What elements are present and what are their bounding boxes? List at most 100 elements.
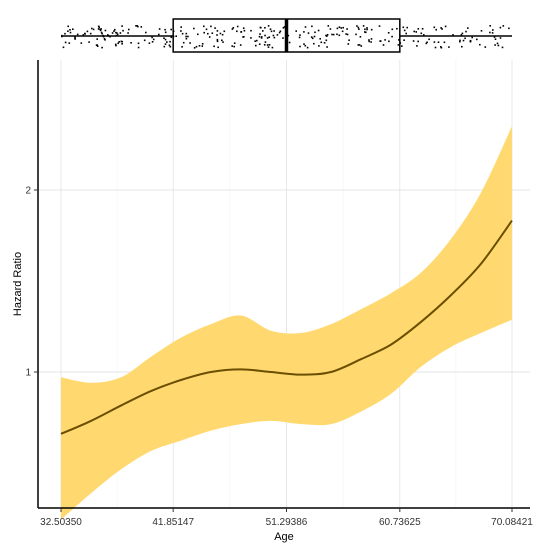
boxplot-point <box>362 25 365 27</box>
boxplot-point <box>332 33 335 36</box>
boxplot-point <box>91 27 93 30</box>
x-tick-label-2: 51.29386 <box>266 517 308 528</box>
boxplot-point <box>320 41 323 44</box>
boxplot-point <box>137 42 140 45</box>
boxplot-point <box>329 28 332 30</box>
boxplot-point <box>69 29 71 31</box>
boxplot-point <box>203 31 205 34</box>
boxplot-point <box>255 44 257 47</box>
boxplot-point <box>72 28 74 30</box>
boxplot-point <box>152 38 155 41</box>
x-tick-label-0: 32.50350 <box>40 517 82 528</box>
boxplot-point <box>74 35 76 38</box>
boxplot-point <box>366 28 368 31</box>
boxplot-point <box>236 30 238 33</box>
boxplot-point <box>484 46 487 48</box>
boxplot-point <box>243 36 245 38</box>
x-tick-label-1: 41.85147 <box>152 517 194 528</box>
boxplot-point <box>299 45 301 48</box>
boxplot-point <box>443 41 446 44</box>
boxplot-point <box>366 27 368 29</box>
boxplot-point <box>396 27 398 30</box>
boxplot-point <box>434 46 437 49</box>
boxplot-point <box>114 43 117 46</box>
boxplot-point <box>203 25 205 28</box>
boxplot-point <box>187 35 189 38</box>
x-tick-label-4: 70.08421 <box>491 517 533 528</box>
boxplot-point <box>405 32 407 35</box>
boxplot-point <box>193 27 195 30</box>
boxplot-point <box>222 41 224 43</box>
boxplot-point <box>111 32 114 34</box>
boxplot-point <box>368 40 370 43</box>
boxplot-point <box>448 46 450 48</box>
boxplot-point <box>107 35 110 37</box>
boxplot-point <box>250 37 252 39</box>
boxplot-point <box>121 43 123 45</box>
boxplot-point <box>67 30 69 32</box>
boxplot-point <box>114 28 116 31</box>
boxplot-point <box>370 28 373 31</box>
boxplot-point <box>303 43 305 45</box>
boxplot-point <box>266 44 269 46</box>
boxplot-point <box>426 41 428 44</box>
boxplot-point <box>135 25 137 27</box>
boxplot-point <box>185 35 187 38</box>
boxplot-point <box>164 31 167 34</box>
boxplot-point <box>508 27 510 30</box>
boxplot-point <box>86 30 89 33</box>
boxplot-point <box>341 30 344 33</box>
boxplot-point <box>99 29 102 32</box>
boxplot-point <box>121 40 123 43</box>
axes: 32.50350 41.85147 51.29386 60.73625 70.08421… <box>25 60 533 528</box>
boxplot-point <box>360 45 363 47</box>
boxplot-point <box>145 31 147 34</box>
boxplot-point <box>97 28 100 30</box>
boxplot-point <box>116 32 118 34</box>
boxplot-point <box>346 33 349 36</box>
boxplot-point <box>338 34 341 37</box>
boxplot-point <box>336 33 338 36</box>
boxplot-point <box>158 33 160 36</box>
boxplot-point <box>113 30 115 32</box>
boxplot-point <box>471 36 473 39</box>
boxplot-point <box>489 25 491 27</box>
boxplot-point <box>268 36 271 38</box>
boxplot-point <box>269 28 272 30</box>
boxplot-point <box>356 25 358 27</box>
boxplot-point <box>318 45 320 47</box>
boxplot-point <box>271 46 274 49</box>
boxplot-point <box>428 38 430 41</box>
boxplot-point <box>216 38 219 41</box>
boxplot-point <box>298 36 301 39</box>
boxplot-point <box>403 29 406 32</box>
boxplot-point <box>207 32 209 35</box>
boxplot-point <box>118 41 120 43</box>
boxplot-point <box>233 45 235 48</box>
boxplot-point <box>378 25 381 27</box>
boxplot-point <box>287 34 290 37</box>
boxplot-point <box>163 45 166 48</box>
boxplot-point <box>492 29 494 31</box>
boxplot-point <box>465 30 467 33</box>
boxplot-point <box>260 36 263 38</box>
boxplot-point <box>76 33 79 36</box>
boxplot-point <box>420 32 423 35</box>
boxplot-point <box>170 36 173 39</box>
boxplot-point <box>501 46 504 49</box>
boxplot-point <box>279 30 282 33</box>
boxplot-point <box>417 28 420 30</box>
boxplot-point <box>223 30 226 33</box>
boxplot-point <box>397 44 400 46</box>
boxplot-point <box>358 44 361 46</box>
boxplot-point <box>67 25 69 28</box>
boxplot-point <box>331 33 333 36</box>
boxplot-point <box>272 34 275 37</box>
boxplot-point <box>288 41 291 44</box>
boxplot-point <box>168 44 171 47</box>
boxplot-point <box>342 26 344 29</box>
boxplot-point <box>197 33 199 36</box>
hazard-ratio-line-layer <box>60 220 513 435</box>
boxplot-point <box>444 25 447 28</box>
boxplot-point <box>370 38 373 40</box>
